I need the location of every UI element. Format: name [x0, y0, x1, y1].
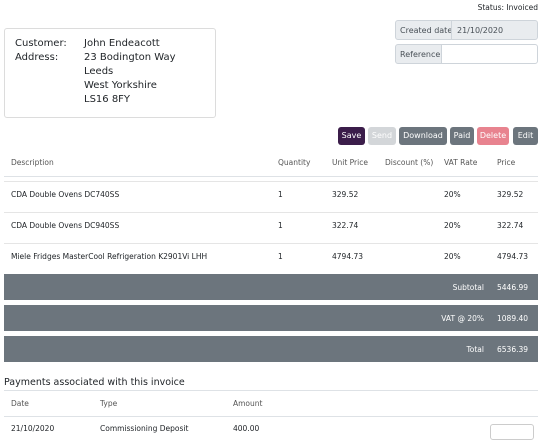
column-header: Amount	[233, 399, 263, 408]
table-row	[4, 181, 538, 207]
cell: 4794.73	[497, 252, 529, 261]
cell: 20%	[444, 190, 461, 199]
column-header: Description	[11, 158, 54, 167]
cell: 329.52	[497, 190, 524, 199]
cell: 322.74	[497, 221, 524, 230]
column-header: VAT Rate	[444, 158, 478, 167]
address-line: LS16 8FY	[84, 94, 131, 105]
row-button[interactable]	[490, 424, 534, 440]
customer-name: John Endeacott	[84, 38, 160, 49]
total-value: 1089.40	[497, 314, 529, 323]
button[interactable]: Download	[399, 127, 447, 145]
cell: 322.74	[332, 221, 359, 230]
cell: 329.52	[332, 190, 359, 199]
address-line: Leeds	[84, 66, 114, 77]
customer-label: Address:	[15, 52, 59, 63]
cell: 20%	[444, 221, 461, 230]
cell: CDA Double Ovens DC740SS	[11, 190, 120, 199]
total-row	[4, 274, 538, 300]
cell: 1	[278, 190, 283, 199]
button[interactable]: Edit	[513, 127, 538, 145]
button[interactable]: Save	[338, 127, 365, 145]
divider	[4, 416, 538, 417]
total-value: 6536.39	[497, 345, 529, 354]
field-label: Created date	[395, 20, 452, 40]
total-label: VAT @ 20%	[441, 314, 484, 323]
cell: 1	[278, 221, 283, 230]
column-header: Type	[100, 399, 118, 408]
payments-title: Payments associated with this invoice	[4, 377, 185, 388]
cell: 4794.73	[332, 252, 364, 261]
address-line: 23 Bodington Way	[84, 52, 176, 63]
total-label: Total	[466, 345, 484, 354]
button[interactable]: Paid	[450, 127, 474, 145]
total-row	[4, 336, 538, 362]
table-row	[4, 212, 538, 238]
total-row	[4, 305, 538, 331]
button[interactable]: Send	[368, 127, 396, 145]
customer-card	[4, 28, 216, 118]
column-header: Quantity	[278, 158, 311, 167]
field-input[interactable]: 21/10/2020	[451, 20, 538, 40]
column-header: Discount (%)	[385, 158, 434, 167]
cell: Miele Fridges MasterCool Refrigeration K…	[11, 252, 208, 261]
field-input[interactable]	[441, 44, 538, 64]
field-label: Reference	[395, 44, 442, 64]
cell: CDA Double Ovens DC940SS	[11, 221, 120, 230]
column-header: Price	[497, 158, 516, 167]
table-row	[4, 243, 538, 269]
address-line: West Yorkshire	[84, 80, 157, 91]
customer-label: Customer:	[15, 38, 67, 49]
button[interactable]: Delete	[477, 127, 509, 145]
status: Status: Invoiced	[477, 3, 538, 12]
column-header: Unit Price	[332, 158, 368, 167]
cell: 1	[278, 252, 283, 261]
divider	[4, 176, 538, 177]
total-value: 5446.99	[497, 283, 529, 292]
divider	[4, 390, 538, 391]
cell: 20%	[444, 252, 461, 261]
invoice-page: Status: Invoiced Customer: Address: John E…	[4, 3, 538, 440]
total-label: Subtotal	[452, 283, 484, 292]
column-header: Date	[11, 399, 29, 408]
